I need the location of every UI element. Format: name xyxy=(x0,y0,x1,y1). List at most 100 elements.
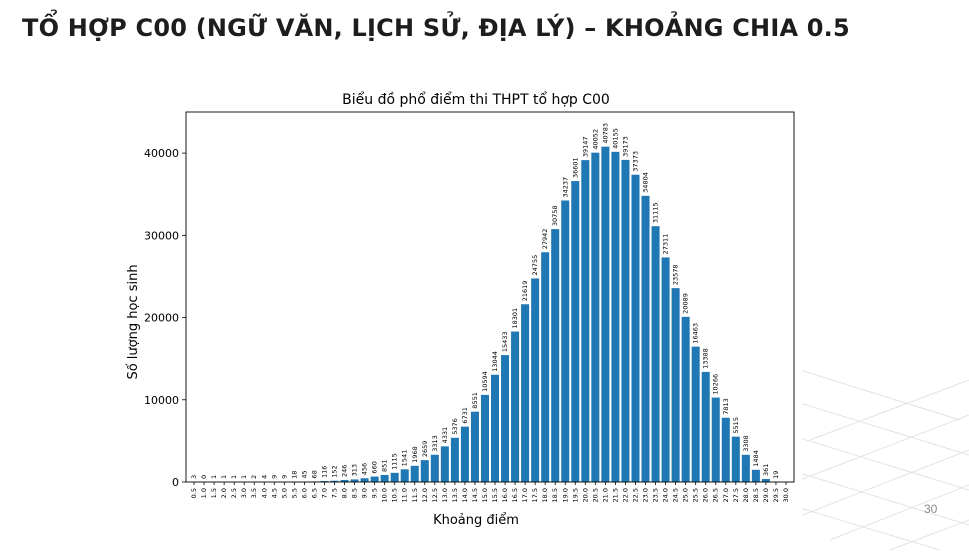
bar-17.5 xyxy=(531,278,540,482)
bar-13.0 xyxy=(440,446,449,482)
value-label-11.0: 1541 xyxy=(401,450,409,467)
x-tick-label-11.0: 11.0 xyxy=(401,488,409,502)
x-tick-label-23.5: 23.5 xyxy=(652,488,660,502)
value-label-7.0: 116 xyxy=(320,466,328,478)
bar-28.0 xyxy=(741,454,750,482)
x-tick-label-13.5: 13.5 xyxy=(451,488,459,502)
value-label-25.5: 16463 xyxy=(692,323,700,344)
bar-16.5 xyxy=(511,331,520,482)
value-label-15.0: 10594 xyxy=(481,371,489,392)
bar-26.0 xyxy=(701,371,710,482)
x-axis-label: Khoảng điểm xyxy=(433,513,519,528)
value-label-28.0: 3308 xyxy=(742,435,750,452)
value-label-28.5: 1484 xyxy=(752,450,760,467)
value-label-20.5: 40052 xyxy=(591,129,599,150)
bar-20.0 xyxy=(581,160,590,482)
x-tick-label-7.0: 7.0 xyxy=(320,488,328,498)
bar-16.0 xyxy=(501,355,510,482)
value-label-21.5: 40155 xyxy=(611,128,619,149)
x-tick-label-29.5: 29.5 xyxy=(772,488,780,502)
bar-12.5 xyxy=(430,454,439,482)
value-label-19.0: 34237 xyxy=(561,177,569,198)
value-label-16.5: 18301 xyxy=(511,308,519,329)
x-tick-label-9.0: 9.0 xyxy=(361,488,369,498)
y-tick-label-20000: 20000 xyxy=(144,312,179,325)
x-tick-label-20.5: 20.5 xyxy=(591,488,599,502)
value-label-12.5: 3313 xyxy=(431,435,439,452)
bar-23.5 xyxy=(651,226,660,482)
x-tick-label-0.5: 0.5 xyxy=(190,488,198,498)
y-tick-label-40000: 40000 xyxy=(144,147,179,160)
value-label-27.5: 5515 xyxy=(732,417,740,434)
value-label-20.0: 39147 xyxy=(581,136,589,157)
value-label-2.0: 1 xyxy=(220,475,228,479)
bar-25.0 xyxy=(681,316,690,482)
x-tick-label-22.5: 22.5 xyxy=(631,488,639,502)
value-label-22.5: 37373 xyxy=(631,151,639,172)
value-label-8.5: 313 xyxy=(351,464,359,476)
x-tick-label-8.0: 8.0 xyxy=(341,488,349,498)
x-tick-label-13.0: 13.0 xyxy=(441,488,449,502)
bar-24.5 xyxy=(671,288,680,482)
plot-area: 30.501.011.512.012.513.023.544.094.595.0… xyxy=(144,111,795,502)
value-label-13.5: 5376 xyxy=(451,418,459,435)
bar-19.0 xyxy=(561,200,570,482)
value-label-22.0: 39173 xyxy=(621,136,629,157)
value-label-17.0: 21619 xyxy=(521,281,529,302)
value-label-10.0: 851 xyxy=(381,460,389,472)
value-label-3.5: 2 xyxy=(250,475,258,479)
bar-7.5 xyxy=(330,480,339,482)
x-tick-label-1.0: 1.0 xyxy=(200,488,208,498)
value-label-29.0: 361 xyxy=(762,464,770,476)
value-label-16.0: 15433 xyxy=(501,331,509,352)
x-tick-label-23.0: 23.0 xyxy=(642,488,650,502)
x-tick-label-27.0: 27.0 xyxy=(722,488,730,502)
bar-22.5 xyxy=(631,174,640,482)
y-tick-label-30000: 30000 xyxy=(144,229,179,242)
x-tick-label-19.0: 19.0 xyxy=(561,488,569,502)
bar-27.0 xyxy=(721,417,730,482)
x-tick-label-30.0: 30.0 xyxy=(782,488,790,502)
x-tick-label-14.5: 14.5 xyxy=(471,488,479,502)
x-tick-label-18.0: 18.0 xyxy=(541,488,549,502)
x-tick-label-25.5: 25.5 xyxy=(692,488,700,502)
bar-23.0 xyxy=(641,195,650,482)
x-tick-label-3.0: 3.0 xyxy=(240,488,248,498)
x-tick-label-20.0: 20.0 xyxy=(581,488,589,502)
x-tick-label-28.5: 28.5 xyxy=(752,488,760,502)
chart-title: Biểu đồ phổ điểm thi THPT tổ hợp C00 xyxy=(342,91,610,108)
x-tick-label-11.5: 11.5 xyxy=(411,488,419,502)
x-tick-label-5.5: 5.5 xyxy=(290,488,298,498)
chart-panel: Biểu đồ phổ điểm thi THPT tổ hợp C00 Số … xyxy=(120,80,802,536)
bar-14.5 xyxy=(470,411,479,482)
bar-15.0 xyxy=(480,394,489,482)
value-label-9.0: 456 xyxy=(361,463,369,475)
bar-11.0 xyxy=(400,469,409,482)
y-tick-label-10000: 10000 xyxy=(144,394,179,407)
value-label-9.5: 660 xyxy=(371,461,379,473)
x-tick-label-8.5: 8.5 xyxy=(351,488,359,498)
x-tick-label-6.5: 6.5 xyxy=(310,488,318,498)
x-tick-label-26.0: 26.0 xyxy=(702,488,710,502)
x-tick-label-10.5: 10.5 xyxy=(391,488,399,502)
bar-24.0 xyxy=(661,257,670,482)
x-tick-label-10.0: 10.0 xyxy=(381,488,389,502)
value-label-23.5: 31115 xyxy=(652,202,660,223)
bar-9.0 xyxy=(360,478,369,482)
x-tick-label-2.5: 2.5 xyxy=(230,488,238,498)
x-tick-label-16.5: 16.5 xyxy=(511,488,519,502)
value-label-19.5: 36601 xyxy=(571,157,579,178)
x-tick-label-4.5: 4.5 xyxy=(270,488,278,498)
value-label-14.0: 6731 xyxy=(461,407,469,424)
x-tick-label-27.5: 27.5 xyxy=(732,488,740,502)
value-label-23.0: 34804 xyxy=(642,172,650,193)
bar-20.5 xyxy=(591,152,600,482)
x-tick-label-19.5: 19.5 xyxy=(571,488,579,502)
value-label-24.5: 23578 xyxy=(672,264,680,285)
bar-26.5 xyxy=(711,397,720,482)
bar-11.5 xyxy=(410,465,419,482)
value-label-2.5: 1 xyxy=(230,475,238,479)
bar-21.0 xyxy=(601,146,610,483)
x-tick-label-9.5: 9.5 xyxy=(371,488,379,498)
value-label-13.0: 4331 xyxy=(441,427,449,444)
